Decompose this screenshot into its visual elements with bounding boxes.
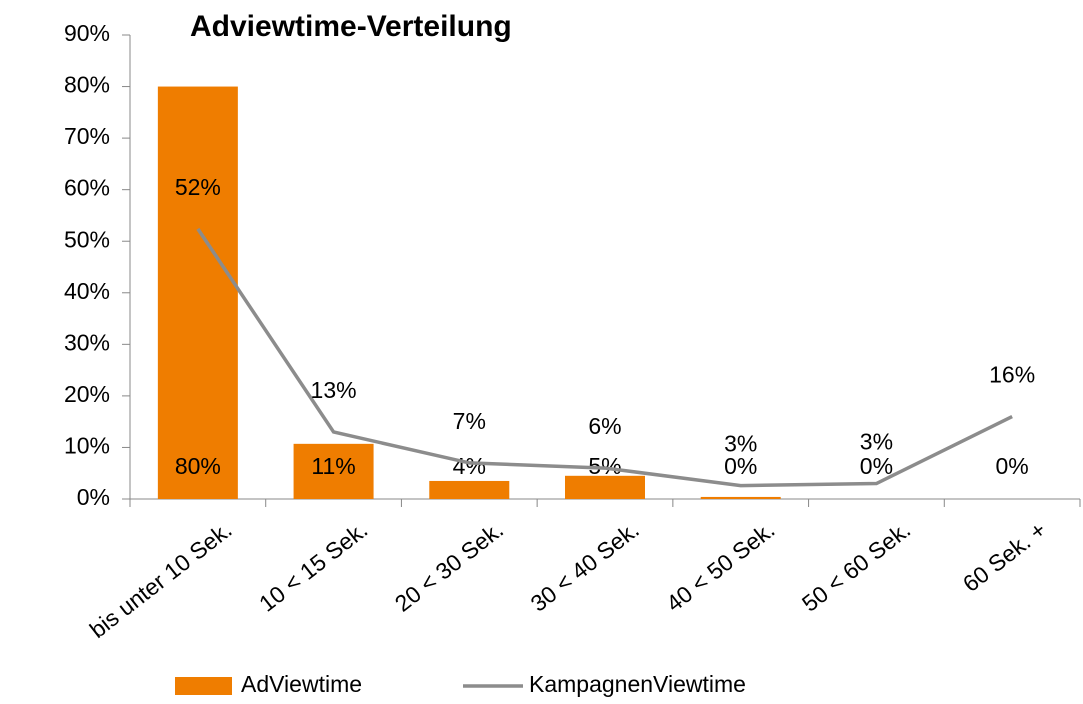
line-label: 6% — [588, 413, 621, 439]
chart-title: Adviewtime-Verteilung — [190, 10, 512, 43]
line-label: 52% — [175, 174, 221, 200]
legend-label: AdViewtime — [241, 671, 362, 697]
x-tick-label: bis unter 10 Sek. — [85, 516, 237, 643]
y-tick-label: 0% — [77, 484, 110, 510]
bar-label: 0% — [860, 453, 893, 479]
bar-label: 4% — [453, 453, 486, 479]
legend-label: KampagnenViewtime — [529, 671, 746, 697]
line-label: 13% — [311, 377, 357, 403]
bar — [157, 86, 238, 500]
x-tick-label: 50 < 60 Sek. — [797, 516, 915, 616]
legend-swatch — [175, 677, 232, 695]
y-tick-label: 60% — [64, 175, 110, 201]
y-tick-label: 70% — [64, 123, 110, 149]
y-tick-label: 10% — [64, 433, 110, 459]
y-tick-label: 30% — [64, 329, 110, 355]
x-tick-label: 60 Sek. + — [958, 516, 1051, 597]
x-tick-label: 20 < 30 Sek. — [390, 516, 508, 616]
bar — [565, 475, 645, 499]
y-tick-label: 90% — [64, 20, 110, 46]
line-label: 7% — [453, 408, 486, 434]
x-tick-label: 40 < 50 Sek. — [661, 516, 779, 616]
bar-label: 0% — [724, 453, 757, 479]
y-tick-label: 50% — [64, 226, 110, 252]
y-tick-label: 80% — [64, 72, 110, 98]
y-tick-label: 20% — [64, 381, 110, 407]
line — [196, 227, 1013, 488]
bar — [293, 443, 374, 499]
x-tick-label: 10 < 15 Sek. — [254, 516, 372, 616]
line-label: 3% — [724, 431, 757, 457]
line-label: 16% — [989, 362, 1035, 388]
x-tick-label: 30 < 40 Sek. — [526, 516, 644, 616]
bar — [429, 480, 510, 499]
bar-label: 0% — [996, 453, 1029, 479]
bar — [700, 496, 781, 499]
bar-label: 80% — [175, 453, 221, 479]
bar-label: 11% — [311, 453, 355, 479]
y-tick-label: 40% — [64, 278, 110, 304]
line-label: 3% — [860, 429, 893, 455]
